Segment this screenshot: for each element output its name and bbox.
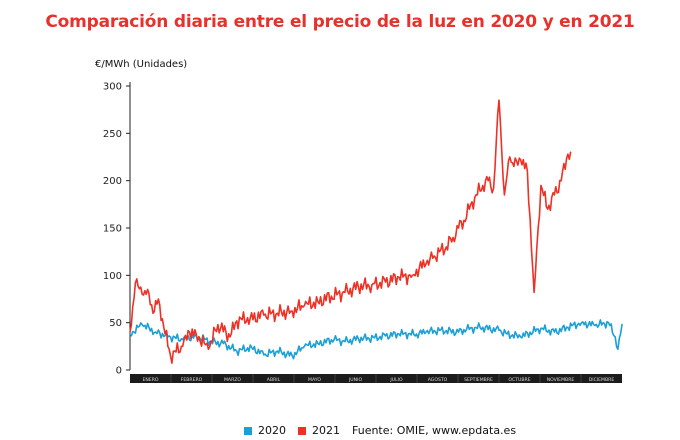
y-tick-label: 200	[103, 176, 122, 187]
source-note: Fuente: OMIE, www.epdata.es	[352, 424, 517, 437]
series-line-2021	[129, 99, 572, 364]
x-tick-label: JULIO	[389, 377, 403, 383]
y-axis-unit-label: €/MWh (Unidades)	[95, 59, 188, 70]
legend-swatch-2021	[298, 426, 306, 435]
legend: 2020 2021 Fuente: OMIE, www.epdata.es	[0, 424, 680, 440]
x-tick-label: FEBRERO	[181, 377, 203, 383]
y-tick-label: 250	[103, 129, 122, 140]
x-tick-label: JUNIO	[348, 377, 363, 383]
x-tick-label: SEPTIEMBRE	[464, 377, 493, 383]
x-tick-label: MAYO	[308, 377, 321, 383]
x-tick-label: AGOSTO	[428, 377, 448, 383]
x-tick-label: OCTUBRE	[508, 377, 530, 383]
legend-swatch-2020	[244, 426, 252, 435]
y-tick-label: 150	[103, 224, 122, 235]
y-tick-label: 300	[103, 82, 122, 93]
x-tick-label: ABRIL	[267, 377, 281, 383]
x-tick-label: ENERO	[142, 377, 158, 383]
y-tick-label: 0	[116, 366, 122, 377]
y-tick-label: 50	[109, 318, 122, 329]
legend-label-2020: 2020	[258, 424, 286, 437]
chart-title: Comparación diaria entre el precio de la…	[45, 12, 635, 32]
y-tick-label: 100	[103, 271, 122, 282]
x-tick-label: NOVIEMBRE	[547, 377, 575, 383]
legend-item-2021: 2021	[298, 424, 340, 437]
legend-item-2020: 2020	[244, 424, 286, 437]
legend-label-2021: 2021	[312, 424, 340, 437]
x-tick-label: DICIEMBRE	[589, 377, 615, 383]
x-tick-label: MARZO	[224, 377, 241, 383]
series-line-2020	[129, 319, 623, 360]
